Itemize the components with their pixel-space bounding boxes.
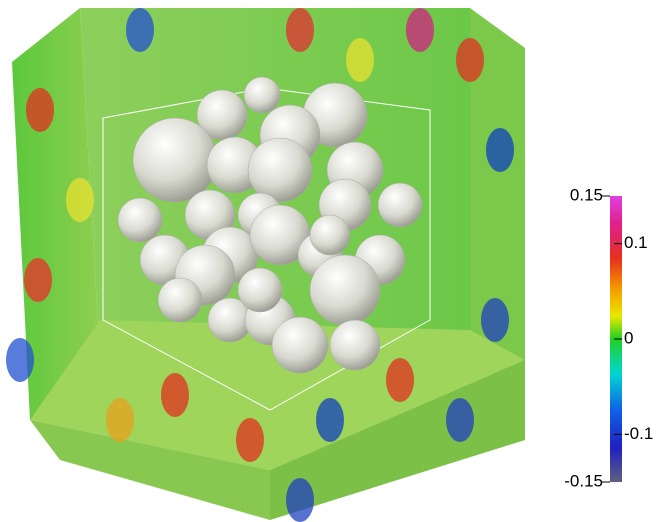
- colorbar-tick-label: 0.1: [624, 233, 648, 252]
- particle: [132, 117, 218, 203]
- particle: [237, 267, 283, 313]
- field-blob: [106, 398, 134, 442]
- field-blob: [456, 38, 484, 82]
- particle: [329, 319, 381, 371]
- field-blob: [6, 338, 34, 382]
- field-blob: [446, 398, 474, 442]
- floor: [30, 320, 525, 470]
- field-blob: [486, 128, 514, 172]
- field-blob: [286, 478, 314, 522]
- field-blob: [66, 178, 94, 222]
- particle: [243, 76, 281, 114]
- field-blob: [316, 398, 344, 442]
- particle: [377, 182, 423, 228]
- field-blob: [481, 298, 509, 342]
- field-blob: [346, 38, 374, 82]
- particle: [309, 254, 381, 326]
- floor-front-left: [30, 420, 270, 520]
- field-blob: [26, 88, 54, 132]
- field-blob: [386, 358, 414, 402]
- colorbar-max-label: 0.15: [570, 185, 603, 204]
- colorbar-min-label: -0.15: [564, 471, 603, 490]
- colorbar-tick-label: -0.1: [624, 424, 653, 443]
- field-blob: [406, 8, 434, 52]
- particle: [117, 197, 163, 243]
- particle: [309, 214, 351, 256]
- field-blob: [286, 8, 314, 52]
- particle: [247, 137, 313, 203]
- field-blob: [236, 418, 264, 462]
- field-blob: [24, 258, 52, 302]
- field-blob: [126, 8, 154, 52]
- field-blob: [161, 373, 189, 417]
- colorbar-tick-label: 0: [624, 328, 633, 347]
- particle: [271, 316, 329, 374]
- particle: [157, 277, 203, 323]
